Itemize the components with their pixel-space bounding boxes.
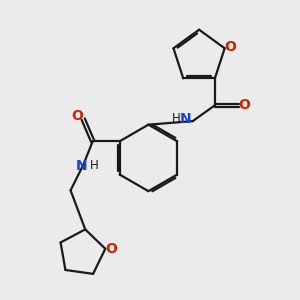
Text: O: O xyxy=(72,109,83,123)
Text: O: O xyxy=(106,242,118,256)
Text: H: H xyxy=(90,159,99,172)
Text: O: O xyxy=(224,40,236,54)
Text: N: N xyxy=(76,159,87,173)
Text: N: N xyxy=(180,112,192,126)
Text: H: H xyxy=(172,112,181,125)
Text: O: O xyxy=(238,98,250,112)
